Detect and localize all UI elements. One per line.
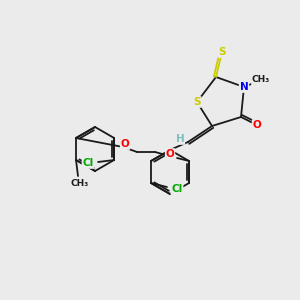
Text: CH₃: CH₃ (252, 76, 270, 85)
Text: O: O (253, 120, 261, 130)
Text: S: S (218, 47, 226, 57)
Text: CH₃: CH₃ (71, 179, 89, 188)
Text: Cl: Cl (82, 158, 94, 168)
Text: O: O (166, 149, 174, 159)
Text: S: S (193, 97, 201, 107)
Text: H: H (176, 134, 184, 144)
Text: O: O (121, 139, 129, 149)
Text: N: N (240, 82, 248, 92)
Text: Cl: Cl (171, 184, 183, 194)
